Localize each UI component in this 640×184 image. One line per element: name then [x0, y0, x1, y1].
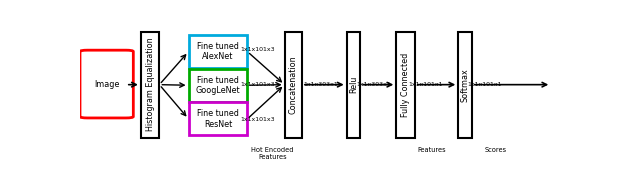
Text: Fine tuned
ResNet: Fine tuned ResNet — [197, 109, 239, 129]
Text: Hot Encoded
Features: Hot Encoded Features — [251, 147, 294, 160]
FancyBboxPatch shape — [396, 31, 415, 138]
Text: Fine tuned
GoogLeNet: Fine tuned GoogLeNet — [196, 76, 240, 95]
Text: 1x1x303x1: 1x1x303x1 — [303, 82, 338, 87]
Text: 1x1x101x3: 1x1x101x3 — [240, 82, 275, 87]
Text: 1x1x101x1: 1x1x101x1 — [468, 82, 502, 87]
Text: 1x1x101x3: 1x1x101x3 — [240, 47, 275, 52]
Text: Concatenation: Concatenation — [289, 55, 298, 114]
FancyBboxPatch shape — [189, 35, 248, 68]
Text: Relu: Relu — [349, 76, 358, 93]
Text: Features: Features — [418, 147, 447, 153]
Text: Fine tuned
AlexNet: Fine tuned AlexNet — [197, 42, 239, 61]
FancyBboxPatch shape — [141, 31, 159, 138]
FancyBboxPatch shape — [189, 102, 248, 135]
Text: 1x1x101x1: 1x1x101x1 — [409, 82, 444, 87]
Text: 1x1x303x1: 1x1x303x1 — [356, 82, 391, 87]
Text: 1x1x101x3: 1x1x101x3 — [240, 117, 275, 122]
Text: Histogram Equalization: Histogram Equalization — [145, 38, 155, 131]
FancyBboxPatch shape — [458, 31, 472, 138]
Text: Softmax: Softmax — [461, 68, 470, 102]
FancyBboxPatch shape — [80, 50, 133, 118]
Text: Scores: Scores — [484, 147, 506, 153]
Text: Image: Image — [94, 79, 119, 89]
FancyBboxPatch shape — [347, 31, 360, 138]
FancyBboxPatch shape — [285, 31, 302, 138]
Text: Fully Connected: Fully Connected — [401, 52, 410, 117]
FancyBboxPatch shape — [189, 69, 248, 102]
